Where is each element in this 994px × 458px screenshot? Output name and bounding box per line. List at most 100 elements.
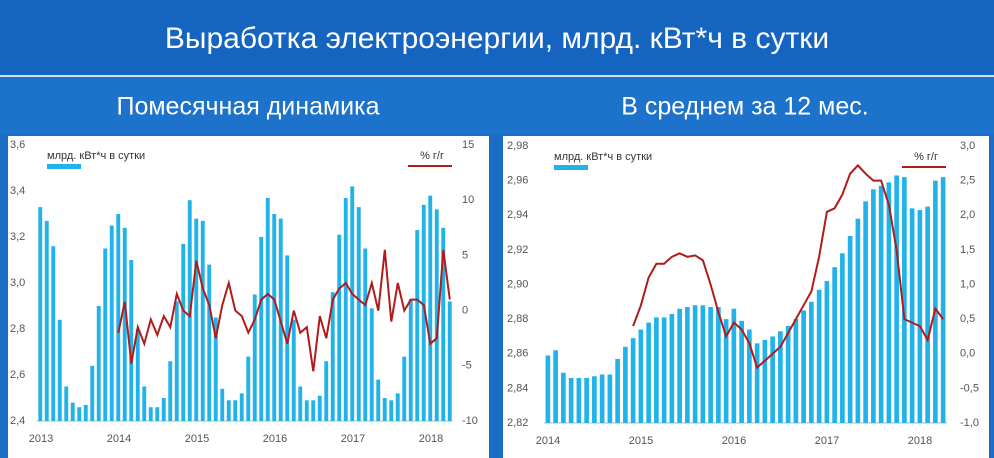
x-tick-label: 2014 xyxy=(536,435,560,447)
y2-tick-label: 0 xyxy=(462,305,468,317)
bar xyxy=(615,358,620,423)
y2-tick-label: 0,0 xyxy=(960,348,975,360)
panel xyxy=(503,136,989,458)
bar xyxy=(816,289,822,423)
y-tick-label: 2,4 xyxy=(10,415,25,427)
bar xyxy=(226,400,231,421)
bar xyxy=(638,329,644,423)
y-tick-label: 2,90 xyxy=(507,278,528,290)
bar xyxy=(233,400,238,421)
x-tick-label: 2017 xyxy=(815,435,839,447)
line xyxy=(117,249,451,372)
bar xyxy=(285,255,290,421)
x-tick-label: 2017 xyxy=(341,433,365,445)
bar xyxy=(389,400,394,421)
bar xyxy=(363,248,368,421)
page-title: Выработка электроэнергии, млрд. кВт*ч в … xyxy=(165,22,829,55)
x-tick-label: 2016 xyxy=(722,435,746,447)
bar xyxy=(669,313,675,423)
bar xyxy=(739,320,744,423)
bar xyxy=(762,339,768,423)
bar xyxy=(252,294,257,421)
bar xyxy=(109,225,114,421)
y-tick-label: 2,86 xyxy=(507,348,528,360)
bar xyxy=(428,195,433,421)
bar xyxy=(64,386,69,421)
bar xyxy=(337,234,342,421)
bar xyxy=(129,260,134,421)
bar xyxy=(855,218,861,423)
y-tick-label: 2,8 xyxy=(10,323,25,335)
bar xyxy=(716,307,721,423)
bar xyxy=(731,308,737,423)
separator xyxy=(0,75,994,77)
bar xyxy=(148,407,153,421)
x-tick-label: 2013 xyxy=(29,433,53,445)
bar xyxy=(57,319,62,421)
bar xyxy=(402,356,407,421)
subheader-band xyxy=(0,77,994,135)
y2-tick-label: 2,5 xyxy=(960,175,975,187)
bar xyxy=(369,308,374,421)
bar xyxy=(568,377,574,423)
bar xyxy=(311,400,316,421)
bar xyxy=(447,301,452,421)
bar xyxy=(246,356,251,421)
bar xyxy=(646,322,651,423)
y-tick-label: 3,0 xyxy=(10,277,25,289)
bar xyxy=(421,204,426,421)
bar xyxy=(661,317,667,423)
bar xyxy=(886,182,892,423)
bar xyxy=(692,305,698,423)
y-tick-label: 2,6 xyxy=(10,369,25,381)
y2-tick-label: 1,5 xyxy=(960,244,975,256)
x-tick-label: 2016 xyxy=(263,433,287,445)
bar xyxy=(376,379,381,421)
bar xyxy=(291,319,296,421)
bar xyxy=(194,218,199,421)
x-tick-label: 2015 xyxy=(185,433,209,445)
bar xyxy=(685,307,690,423)
bar xyxy=(415,230,420,421)
bar xyxy=(747,329,752,423)
bar xyxy=(592,376,597,423)
x-tick-label: 2018 xyxy=(908,435,932,447)
bar xyxy=(809,301,814,423)
bar xyxy=(545,355,551,423)
bar xyxy=(330,292,335,421)
bar xyxy=(754,343,760,423)
legend-label: % г/г xyxy=(420,150,444,162)
bar xyxy=(832,267,837,423)
bar xyxy=(90,365,95,421)
bar xyxy=(96,306,101,421)
x-tick-label: 2014 xyxy=(107,433,131,445)
bar xyxy=(304,400,309,421)
bar xyxy=(135,329,140,421)
line xyxy=(632,163,944,370)
bar xyxy=(863,201,868,423)
y-tick-label: 2,96 xyxy=(507,175,528,187)
bar xyxy=(677,308,682,423)
bar xyxy=(933,180,938,423)
y-tick-label: 2,92 xyxy=(507,244,528,256)
bar xyxy=(70,402,75,421)
bar xyxy=(434,209,439,421)
bar xyxy=(122,227,127,421)
bar xyxy=(382,398,387,421)
y2-tick-label: 0,5 xyxy=(960,313,975,325)
bar xyxy=(324,361,329,421)
y-tick-label: 2,98 xyxy=(507,140,528,152)
bar xyxy=(272,214,277,421)
bar xyxy=(207,264,212,421)
y2-tick-label: 1,0 xyxy=(960,278,975,290)
bar xyxy=(847,236,853,423)
header-band xyxy=(0,0,994,75)
y-tick-label: 2,88 xyxy=(507,313,528,325)
bar xyxy=(785,326,791,423)
y2-tick-label: 10 xyxy=(462,194,474,206)
bar xyxy=(840,253,845,423)
bar xyxy=(343,197,348,421)
x-tick-label: 2015 xyxy=(629,435,653,447)
